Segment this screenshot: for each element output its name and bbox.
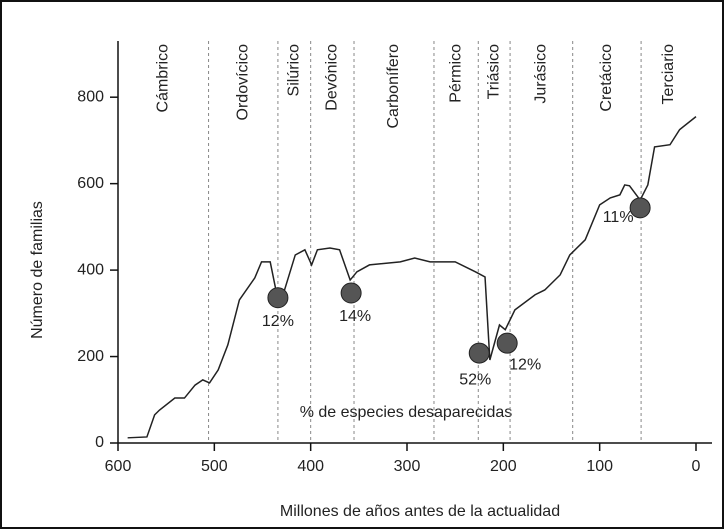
y-tick-label: 800 — [77, 88, 104, 105]
series-line — [128, 117, 696, 438]
extinction-marker — [268, 288, 288, 308]
y-tick-label: 200 — [77, 348, 104, 365]
extinction-label: 12% — [509, 356, 541, 373]
period-label: Carbonífero — [385, 44, 402, 129]
period-label: Cámbrico — [154, 44, 171, 113]
x-tick-label: 100 — [586, 458, 613, 475]
period-label: Terciario — [660, 44, 677, 105]
period-label: Cretácico — [598, 44, 615, 112]
x-tick-label: 400 — [297, 458, 324, 475]
period-label: Pérmico — [447, 44, 464, 103]
x-tick-label: 200 — [490, 458, 517, 475]
x-tick-label: 0 — [692, 458, 701, 475]
annotation: % de especies desaparecidas — [300, 404, 513, 421]
extinction-label: 12% — [262, 313, 294, 330]
y-tick-label: 0 — [95, 434, 104, 451]
extinction-label: 52% — [459, 371, 491, 388]
x-tick-label: 300 — [394, 458, 421, 475]
y-tick-label: 400 — [77, 261, 104, 278]
period-label: Silúrico — [286, 44, 303, 97]
extinction-marker — [497, 333, 517, 353]
period-label: Triásico — [485, 44, 502, 100]
period-label: Ordovícico — [234, 44, 251, 121]
y-axis-label: Número de familias — [29, 201, 46, 339]
period-label: Jurásico — [533, 44, 550, 104]
period-label: Devónico — [324, 44, 341, 111]
chart: Millones de años antes de la actualidad … — [0, 0, 724, 529]
extinction-marker — [469, 343, 489, 363]
extinction-label: 11% — [603, 209, 634, 226]
extinction-label: 14% — [339, 308, 371, 325]
x-axis-label: Millones de años antes de la actualidad — [280, 503, 560, 520]
extinction-marker — [341, 283, 361, 303]
x-tick-label: 600 — [105, 458, 132, 475]
y-tick-label: 600 — [77, 175, 104, 192]
x-tick-label: 500 — [201, 458, 228, 475]
